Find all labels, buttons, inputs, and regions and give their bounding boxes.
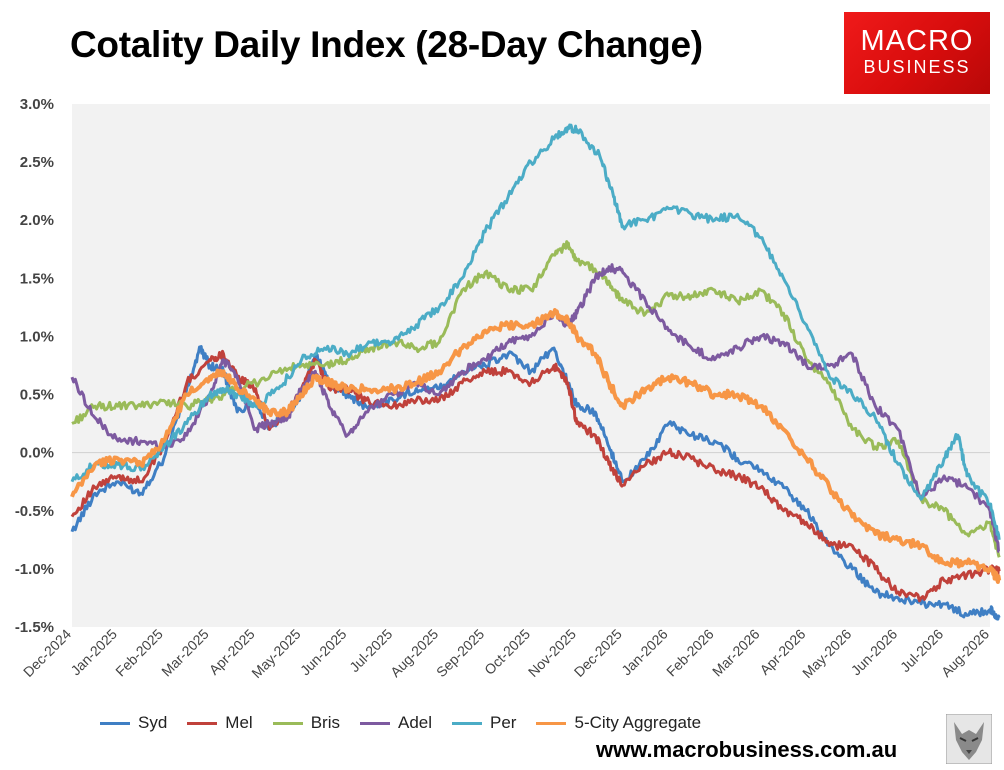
x-tick-label: Sep-2025 (433, 626, 487, 680)
legend-item-adel: Adel (359, 712, 433, 733)
chart-title: Cotality Daily Index (28-Day Change) (70, 24, 703, 65)
legend-label: Mel (225, 712, 253, 732)
legend-swatch (359, 721, 390, 725)
wolf-logo-icon (946, 714, 992, 764)
legend-item-mel: Mel (187, 712, 253, 733)
x-tick-label: Mar-2025 (158, 626, 212, 680)
x-tick-label: Feb-2025 (112, 626, 166, 680)
series-lines (70, 123, 1002, 621)
y-tick-label: -1.5% (15, 619, 54, 636)
y-tick-label: 0.5% (20, 387, 54, 404)
y-tick-label: 1.5% (20, 270, 54, 287)
x-tick-label: Jun-2026 (848, 626, 901, 679)
legend-swatch (100, 721, 130, 725)
legend-item-agg: 5-City Aggregate (536, 713, 701, 733)
legend-label: Adel (397, 712, 433, 732)
legend-swatch (536, 721, 567, 725)
macrobusiness-logo: MACRO BUSINESS (844, 12, 990, 94)
legend-label: 5-City Aggregate (574, 712, 702, 732)
x-tick-label: Aug-2025 (387, 626, 441, 680)
x-tick-label: Dec-2025 (571, 626, 625, 680)
legend-item-bris: Bris (272, 712, 340, 733)
x-tick-label: Nov-2025 (525, 626, 579, 680)
y-tick-label: 0.0% (20, 445, 54, 462)
legend-item-per: Per (452, 713, 516, 733)
y-tick-label: 2.5% (20, 154, 54, 171)
series-line-adel (70, 263, 1000, 553)
series-line-mel (70, 349, 1001, 603)
y-tick-label: 1.0% (20, 328, 54, 345)
series-line-agg (70, 308, 1002, 584)
x-tick-label: May-2025 (248, 626, 303, 681)
logo-line-1: MACRO (860, 25, 974, 57)
x-tick-label: Mar-2026 (709, 626, 763, 680)
website-url: www.macrobusiness.com.au (596, 737, 898, 762)
legend: Syd Mel Bris Adel Per 5-City Aggregate (100, 712, 721, 734)
legend-swatch (272, 721, 303, 725)
x-tick-label: Jun-2025 (297, 626, 350, 679)
x-tick-label: Jan-2026 (618, 626, 671, 679)
legend-label: Bris (310, 712, 340, 732)
x-tick-label: Feb-2026 (663, 626, 717, 680)
line-chart: 3.0% 2.5% 2.0% 1.5% 1.0% 0.5% 0.0% -0.5% -1.0% -1… (15, 96, 1002, 681)
legend-label: Syd (138, 712, 168, 732)
x-axis: Dec-2024Jan-2025Feb-2025Mar-2025Apr-2025… (20, 626, 992, 681)
y-tick-label: 3.0% (20, 96, 54, 113)
x-tick-label: Jan-2025 (67, 626, 120, 679)
y-tick-label: 2.0% (20, 212, 54, 229)
logo-line-2: BUSINESS (863, 57, 971, 77)
y-tick-label: -0.5% (15, 503, 54, 520)
legend-label: Per (490, 712, 517, 732)
y-tick-label: -1.0% (15, 561, 54, 578)
x-tick-label: Aug-2026 (938, 626, 992, 680)
x-tick-label: May-2026 (799, 626, 854, 681)
legend-swatch (452, 721, 483, 725)
series-line-per (70, 123, 1001, 540)
legend-swatch (187, 721, 218, 725)
y-axis: 3.0% 2.5% 2.0% 1.5% 1.0% 0.5% 0.0% -0.5% -1.0% -1… (15, 96, 54, 636)
legend-item-syd: Syd (100, 713, 167, 733)
